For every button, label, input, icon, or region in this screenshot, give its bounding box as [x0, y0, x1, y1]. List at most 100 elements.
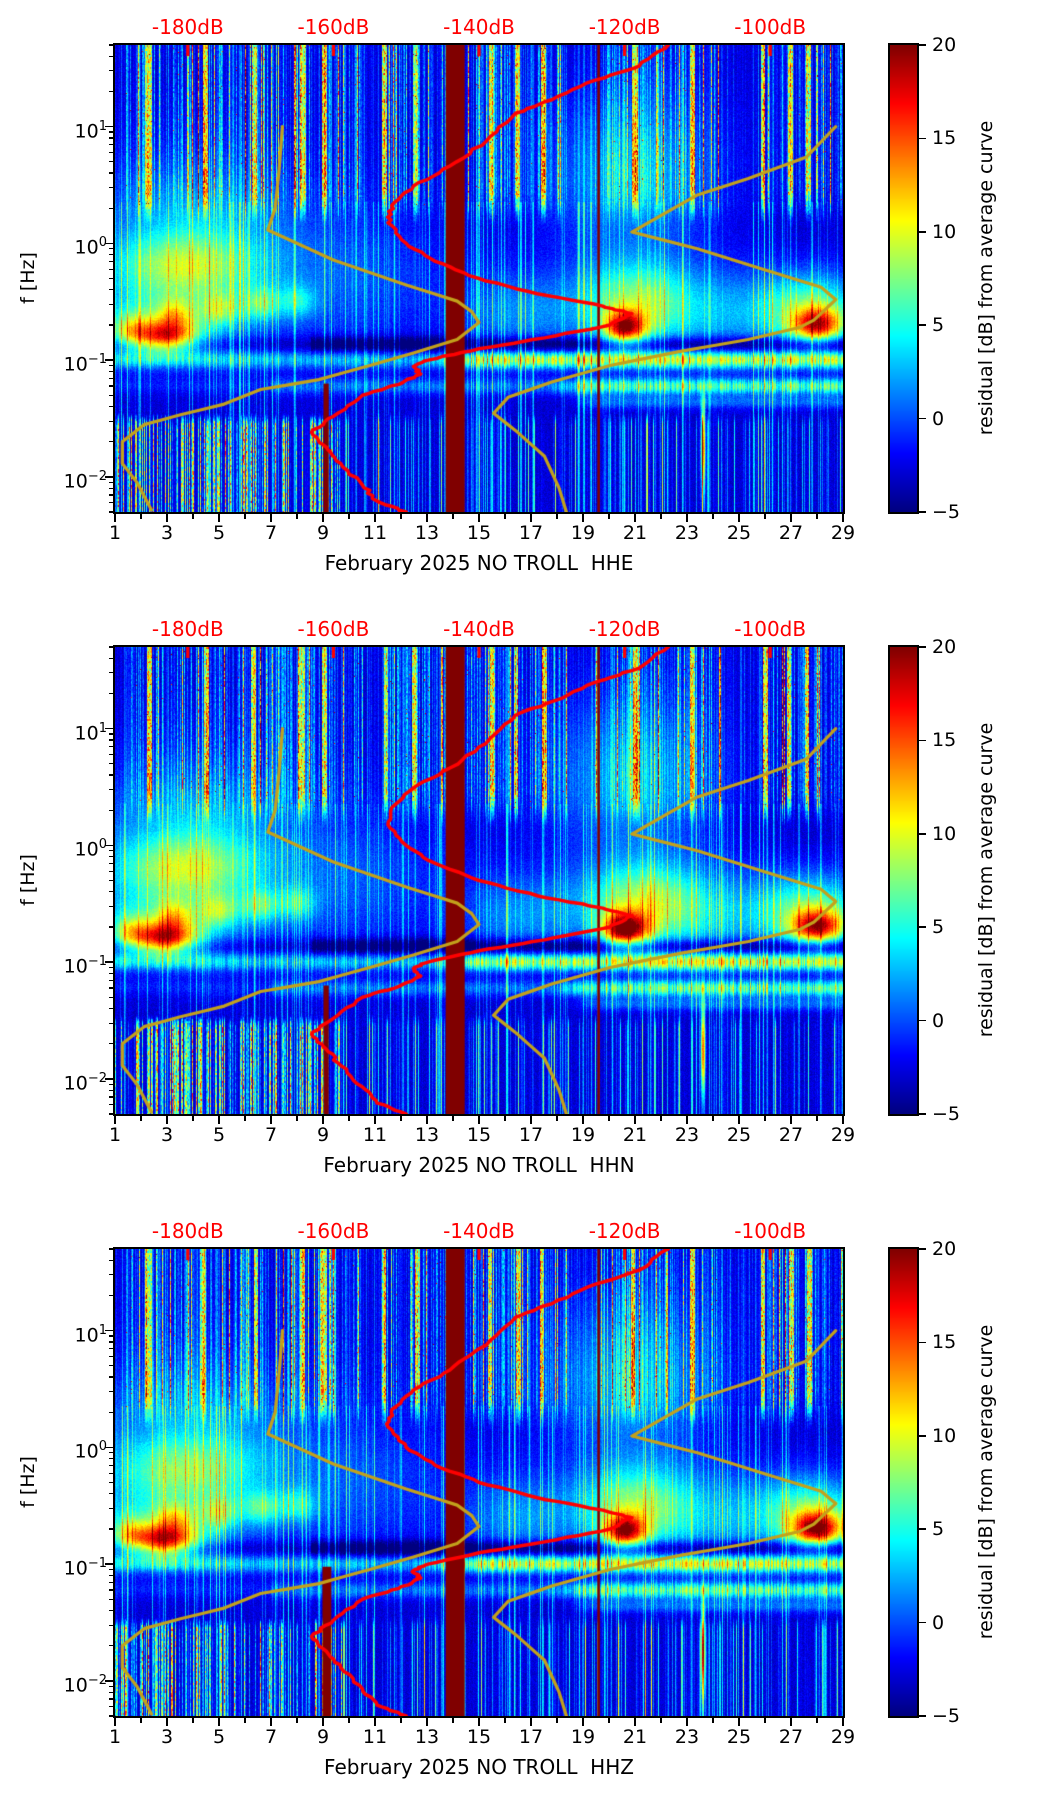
x-axis-tick-label: 25 — [726, 522, 752, 544]
y-axis-major-tick — [105, 359, 113, 361]
top-axis-tick-label: -180dB — [151, 15, 224, 39]
x-axis-major-tick — [842, 514, 844, 522]
colorbar-label: residual [dB] from average curve — [975, 722, 997, 1038]
x-axis-major-tick — [426, 514, 428, 522]
y-axis-minor-tick — [108, 144, 113, 146]
top-axis-tick-label: -140dB — [443, 617, 515, 641]
y-axis-tick-label: 10−2 — [63, 1070, 107, 1095]
y-axis-minor-tick — [108, 1528, 113, 1530]
x-axis-minor-tick — [712, 1116, 714, 1121]
y-axis-minor-tick — [108, 987, 113, 989]
x-axis-tick-label: 5 — [212, 1726, 226, 1748]
spectrogram-panel-hhn: f [Hz] residual [dB] from average curve … — [0, 602, 1052, 1204]
x-axis-minor-tick — [764, 514, 766, 519]
y-axis-minor-tick — [108, 1574, 113, 1576]
x-axis-tick-label: 11 — [362, 1124, 388, 1146]
x-axis-tick-label: 13 — [414, 1124, 440, 1146]
x-axis-tick-label: 3 — [160, 522, 174, 544]
y-axis-minor-tick — [108, 1335, 113, 1337]
top-axis-tick-label: -180dB — [151, 1219, 224, 1243]
x-axis-minor-tick — [452, 1718, 454, 1723]
y-axis-minor-tick — [108, 131, 113, 133]
x-axis-tick-label: 9 — [316, 522, 330, 544]
spectrogram-canvas — [115, 45, 843, 512]
x-axis-major-tick — [374, 514, 376, 522]
x-axis-tick-label: 13 — [414, 1726, 440, 1748]
x-axis-major-tick — [114, 1116, 116, 1124]
colorbar-tick — [919, 1621, 926, 1624]
x-axis-minor-tick — [608, 1116, 610, 1121]
plot-area-border — [113, 43, 845, 514]
y-axis-tick-label: 10−1 — [63, 1556, 107, 1580]
x-axis-tick-label: 3 — [160, 1124, 174, 1146]
colorbar-tick-label: −5 — [932, 1705, 961, 1727]
y-axis-minor-tick — [108, 692, 113, 695]
x-axis-minor-tick — [400, 1116, 402, 1121]
colorbar-tick — [919, 1019, 926, 1022]
x-axis-tick-label: 27 — [778, 1726, 804, 1748]
y-axis-minor-tick — [108, 420, 113, 422]
y-axis-minor-tick — [108, 979, 113, 981]
colorbar-canvas — [890, 45, 917, 512]
y-axis-tick-label: 101 — [74, 1322, 107, 1346]
top-axis-tick-label: -100dB — [734, 15, 807, 39]
x-axis-major-tick — [790, 1718, 792, 1726]
x-axis-major-tick — [322, 1718, 324, 1726]
y-axis-major-tick — [105, 476, 113, 478]
top-axis-tick-label: -120dB — [588, 1219, 661, 1243]
x-axis-minor-tick — [712, 514, 714, 519]
x-axis-minor-tick — [452, 514, 454, 519]
colorbar-tick — [919, 646, 926, 648]
y-axis-minor-tick — [108, 996, 113, 998]
y-axis-minor-tick — [108, 1481, 113, 1484]
y-axis-minor-tick — [108, 1507, 113, 1509]
x-axis-minor-tick — [244, 514, 246, 519]
y-axis-minor-tick — [108, 1259, 113, 1261]
y-axis-minor-tick — [108, 1365, 113, 1367]
y-axis-minor-tick — [108, 385, 113, 387]
x-axis-major-tick — [530, 1718, 532, 1726]
y-axis-minor-tick — [108, 774, 113, 776]
x-axis-tick-label: 15 — [466, 522, 492, 544]
colorbar-tick — [919, 324, 926, 326]
y-axis-minor-tick — [108, 511, 113, 513]
y-axis-minor-tick — [108, 324, 113, 326]
y-axis-minor-tick — [108, 487, 113, 489]
y-axis-minor-tick — [108, 370, 113, 372]
y-axis-minor-tick — [108, 905, 113, 907]
top-axis-tick-label: -160dB — [297, 617, 370, 641]
colorbar-tick-label: 15 — [932, 127, 957, 150]
y-axis-major-tick — [105, 844, 113, 847]
x-axis-minor-tick — [244, 1718, 246, 1723]
colorbar-tick — [919, 1528, 926, 1530]
x-axis-minor-tick — [764, 1116, 766, 1121]
y-axis-minor-tick — [108, 926, 113, 928]
x-axis-tick-label: 7 — [264, 1726, 278, 1748]
x-axis-major-tick — [478, 1116, 480, 1124]
x-axis-tick-label: 23 — [674, 522, 700, 544]
y-axis-major-tick — [105, 242, 113, 245]
y-axis-minor-tick — [108, 172, 113, 174]
top-axis-tick-label: -100dB — [734, 617, 807, 641]
y-axis-minor-tick — [108, 1691, 113, 1693]
x-axis-tick-label: 11 — [362, 522, 388, 544]
colorbar-tick — [919, 137, 926, 140]
x-axis-major-tick — [582, 514, 584, 522]
top-axis-tick-label: -100dB — [734, 1219, 807, 1243]
y-axis-minor-tick — [108, 1089, 113, 1091]
colorbar-tick — [919, 1113, 926, 1115]
y-axis-minor-tick — [108, 70, 113, 72]
y-axis-minor-tick — [108, 90, 113, 93]
x-axis-minor-tick — [296, 1116, 298, 1121]
colorbar-tick-label: 10 — [932, 1424, 957, 1447]
y-axis-major-tick — [105, 1563, 113, 1565]
y-axis-minor-tick — [108, 746, 113, 748]
y-axis-minor-tick — [108, 1698, 113, 1700]
x-axis-major-tick — [738, 1718, 740, 1726]
y-axis-minor-tick — [108, 1452, 113, 1454]
x-axis-major-tick — [166, 1116, 168, 1124]
y-axis-tick-label: 101 — [74, 118, 107, 142]
y-axis-minor-tick — [108, 1022, 113, 1024]
top-axis-tick-label: -120dB — [588, 15, 661, 39]
colorbar-canvas — [890, 647, 917, 1114]
